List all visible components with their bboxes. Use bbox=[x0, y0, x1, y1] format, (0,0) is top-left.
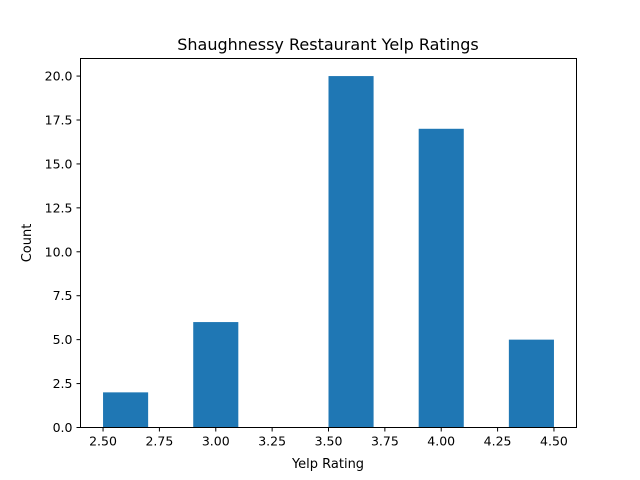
y-tick-label: 2.5 bbox=[53, 376, 73, 391]
histogram-bar-5 bbox=[328, 76, 374, 428]
x-tick-label: 3.75 bbox=[371, 434, 399, 449]
x-tick-label: 3.25 bbox=[258, 434, 286, 449]
x-axis-ticks: 2.50 2.75 3.00 3.25 3.50 3.75 4.00 4.25 4.50 bbox=[89, 427, 568, 449]
chart-title: Shaughnessy Restaurant Yelp Ratings bbox=[177, 35, 479, 54]
histogram-bar-9 bbox=[508, 339, 554, 428]
x-tick-label: 3.00 bbox=[202, 434, 230, 449]
y-tick-label: 20.0 bbox=[45, 69, 73, 84]
y-tick-label: 7.5 bbox=[53, 288, 73, 303]
plot-frame bbox=[80, 58, 577, 428]
y-tick-label: 15.0 bbox=[45, 156, 73, 171]
x-tick-label: 2.50 bbox=[89, 434, 117, 449]
x-axis-label: Yelp Rating bbox=[291, 457, 364, 472]
y-tick-label: 12.5 bbox=[45, 200, 73, 215]
x-tick-label: 4.50 bbox=[540, 434, 568, 449]
y-tick-label: 5.0 bbox=[53, 332, 73, 347]
histogram-bar-2 bbox=[193, 322, 239, 428]
x-tick-label: 3.50 bbox=[315, 434, 343, 449]
histogram-bar-0 bbox=[103, 392, 149, 428]
x-tick-label: 4.25 bbox=[484, 434, 512, 449]
y-axis-ticks: 0.0 2.5 5.0 7.5 10.0 12.5 15.0 17.5 20.0 bbox=[45, 69, 81, 435]
bars-group bbox=[103, 76, 554, 428]
x-tick-label: 4.00 bbox=[427, 434, 455, 449]
histogram-bar-7 bbox=[418, 128, 464, 428]
y-tick-label: 10.0 bbox=[45, 244, 73, 259]
x-tick-label: 2.75 bbox=[145, 434, 173, 449]
y-tick-label: 0.0 bbox=[53, 420, 73, 435]
y-axis-label: Count bbox=[20, 224, 35, 263]
y-tick-label: 17.5 bbox=[45, 113, 73, 128]
